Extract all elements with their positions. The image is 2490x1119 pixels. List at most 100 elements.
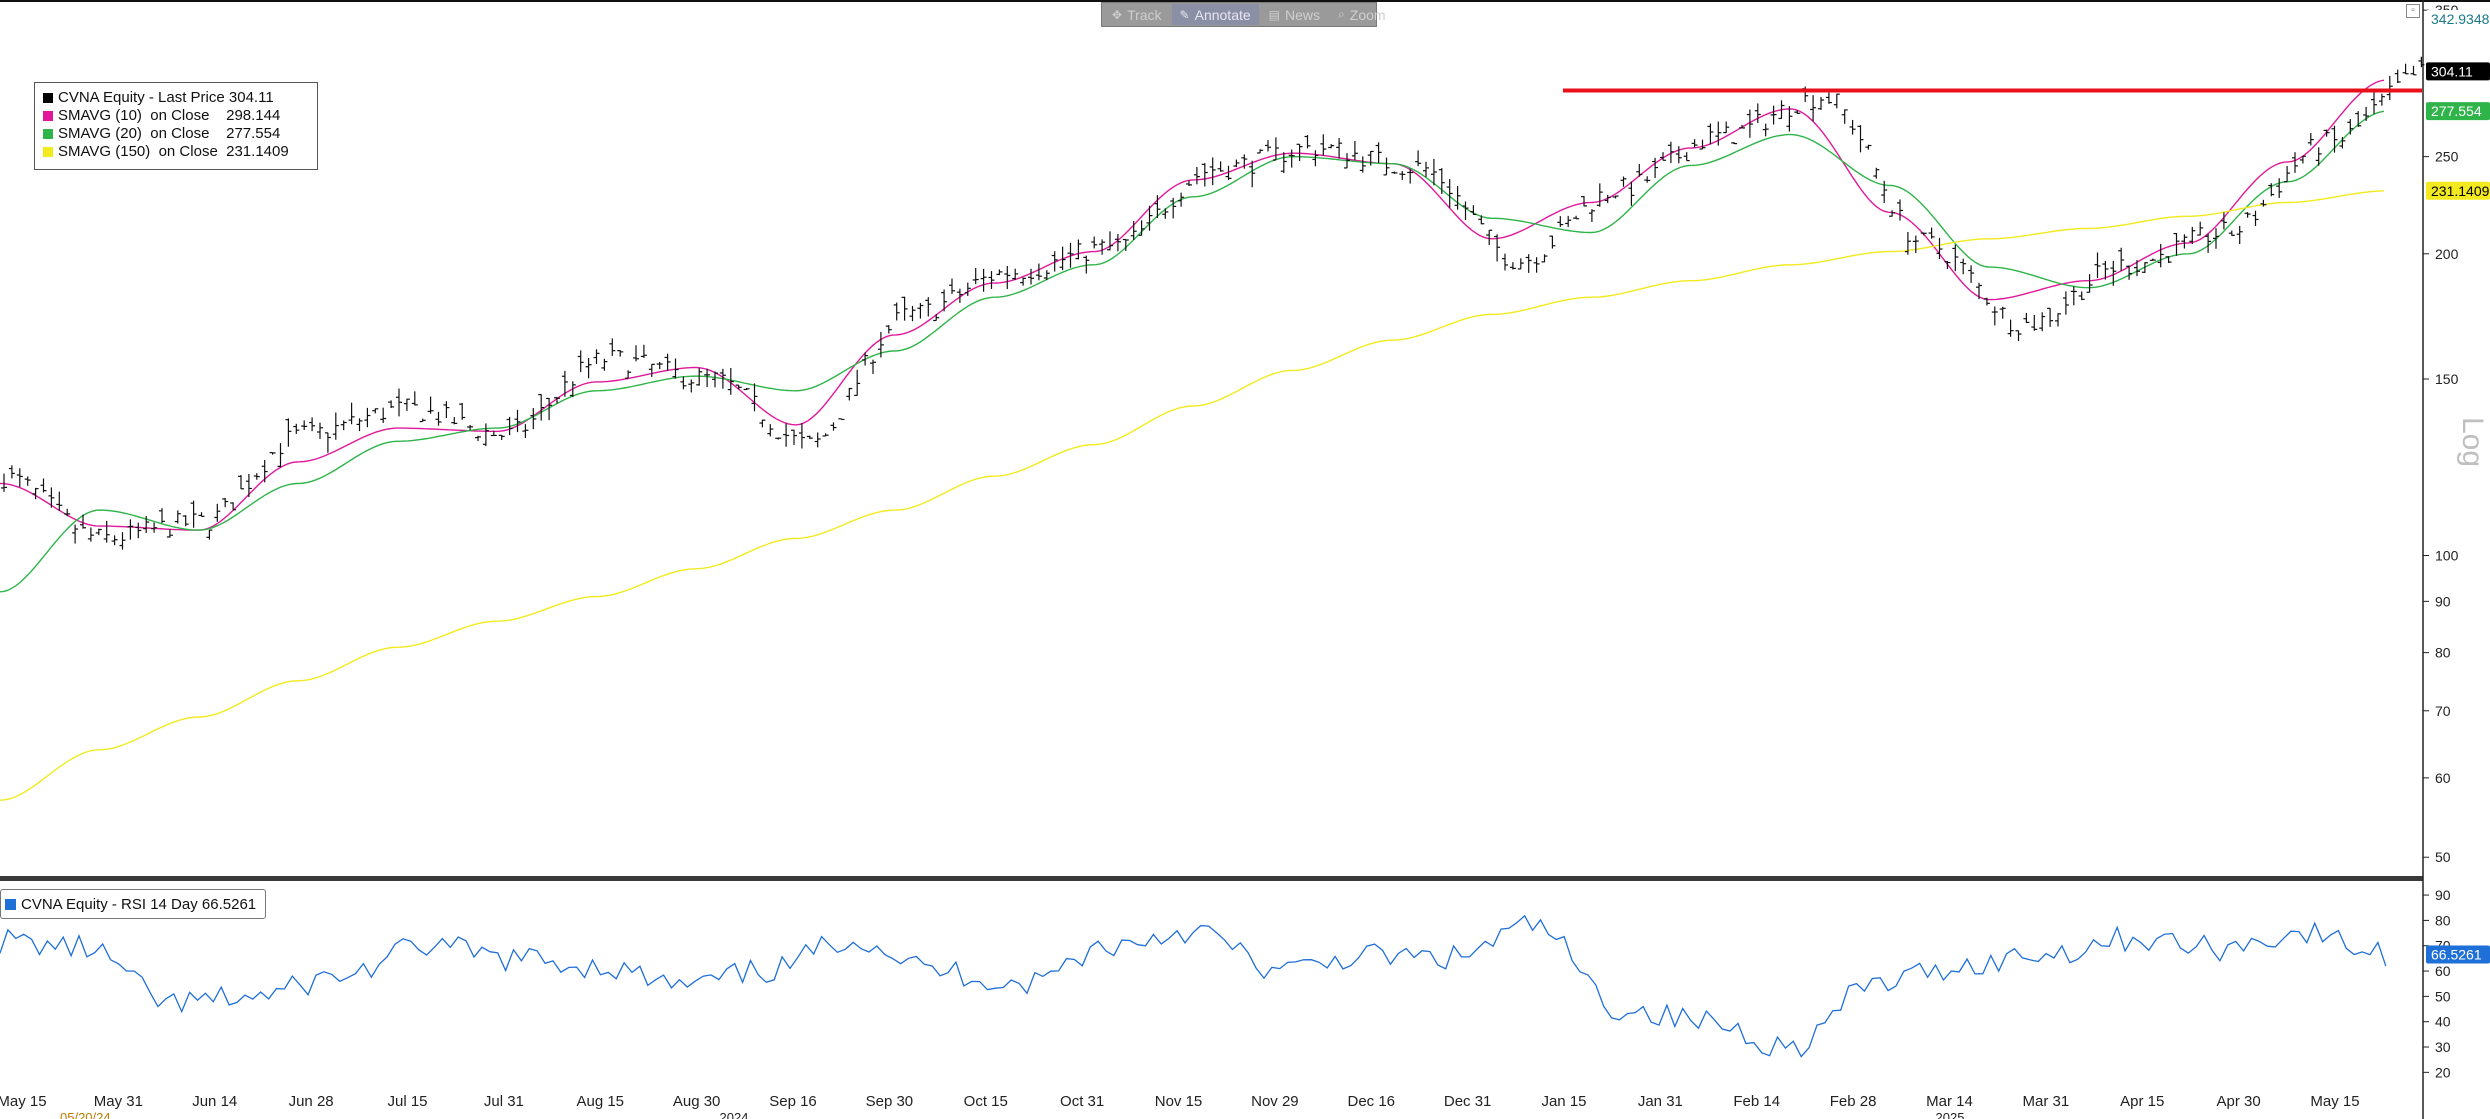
zoom-button[interactable]: ⌕ Zoom: [1330, 4, 1394, 25]
ohlc-bar: [1517, 258, 1524, 270]
ohlc-bar: [475, 435, 481, 442]
ohlc-bar: [2023, 312, 2030, 324]
rsi-legend-text: CVNA Equity - RSI 14 Day 66.5261: [21, 895, 257, 913]
ohlc-bar: [1818, 96, 1824, 110]
rsi-axis-tick-label: 20: [2435, 1064, 2451, 1080]
ohlc-bar: [830, 422, 837, 431]
rsi-line: [0, 914, 2387, 1058]
ohlc-bar: [2418, 56, 2425, 68]
ohlc-bar: [1699, 139, 1706, 150]
ohlc-bar: [411, 391, 418, 406]
ohlc-bar: [854, 369, 861, 397]
ohlc-bar: [1186, 180, 1192, 187]
ohlc-bar: [1028, 268, 1034, 285]
window-corner-icon[interactable]: ▫: [2406, 4, 2420, 18]
ohlc-bar: [1249, 160, 1256, 188]
ohlc-bars: [1, 56, 2433, 550]
ohlc-bar: [277, 443, 284, 468]
ohlc-bar: [2276, 178, 2283, 199]
pencil-icon: ✎: [1179, 7, 1190, 22]
annotate-label: Annotate: [1194, 6, 1251, 23]
ohlc-bar: [1083, 255, 1090, 274]
ohlc-bar: [1873, 167, 1880, 179]
price-value-tag-text: 342.9348: [2431, 11, 2490, 27]
ohlc-bar: [798, 423, 805, 449]
ohlc-bar: [1454, 186, 1461, 210]
ohlc-bar: [2363, 106, 2370, 121]
ohlc-bar: [364, 407, 371, 428]
ohlc-bar: [2197, 221, 2204, 236]
ohlc-bar: [522, 424, 529, 438]
ohlc-bar: [1912, 235, 1919, 254]
ohlc-bar: [806, 435, 813, 440]
price-value-tag: 342.9348: [2426, 10, 2490, 29]
ohlc-bar: [1154, 195, 1161, 218]
ohlc-bar: [111, 535, 118, 546]
ohlc-bar: [996, 269, 1003, 276]
ohlc-bar: [1739, 124, 1745, 129]
track-button[interactable]: ✥ Track: [1104, 4, 1170, 25]
ohlc-bar: [846, 387, 853, 401]
ohlc-bar: [1059, 246, 1066, 271]
ohlc-bar: [48, 487, 55, 508]
ohlc-bar: [1209, 157, 1216, 186]
ohlc-bar: [656, 362, 663, 370]
ohlc-bar: [2015, 330, 2022, 342]
legend-row-sma10: SMAVG (10) on Close 298.144: [43, 107, 317, 125]
ohlc-bar: [2220, 212, 2227, 230]
ohlc-bar: [2062, 291, 2069, 315]
ohlc-bar: [696, 368, 703, 386]
ohlc-bar: [2307, 133, 2314, 146]
price-axis-tick-label: 150: [2435, 371, 2459, 387]
ohlc-bar: [585, 358, 592, 379]
ohlc-bar: [1683, 152, 1690, 162]
ohlc-bar: [403, 398, 410, 411]
ohlc-bar: [261, 459, 268, 483]
rsi-legend-swatch: [5, 898, 16, 910]
ohlc-bar: [2118, 247, 2125, 271]
ohlc-bar: [2007, 319, 2014, 337]
ohlc-bar: [1178, 192, 1185, 207]
x-axis-label: Feb 14: [1733, 1093, 1780, 1110]
ohlc-bar: [2260, 199, 2267, 207]
ohlc-bar: [1130, 221, 1137, 240]
track-label: Track: [1127, 6, 1162, 23]
ohlc-bar: [2292, 152, 2298, 173]
news-button[interactable]: ▤ News: [1261, 4, 1328, 25]
ohlc-bar: [964, 282, 971, 297]
x-axis-label: Aug 30: [673, 1093, 721, 1110]
x-axis-label: Sep 16: [769, 1093, 817, 1110]
price-value-tag: 231.1409: [2426, 181, 2490, 200]
ohlc-bar: [1778, 100, 1785, 120]
ohlc-bar: [735, 384, 742, 390]
ohlc-bar: [1170, 197, 1177, 219]
ohlc-bar: [151, 522, 158, 533]
ohlc-bar: [1620, 176, 1627, 187]
ohlc-bar: [2102, 260, 2109, 280]
ohlc-bar: [2228, 230, 2235, 236]
x-axis-label: Jul 15: [387, 1093, 427, 1110]
legend-row-sma150: SMAVG (150) on Close 231.1409: [43, 143, 317, 161]
ohlc-bar: [1035, 263, 1042, 281]
ohlc-bar: [119, 532, 126, 550]
x-axis-label: Sep 30: [866, 1093, 914, 1110]
x-axis-label: Jan 31: [1638, 1093, 1683, 1110]
ohlc-bar: [2410, 65, 2417, 76]
ohlc-bar: [601, 358, 608, 371]
rsi-axis-tick-label: 30: [2435, 1039, 2451, 1055]
ohlc-bar: [2205, 233, 2212, 253]
ohlc-bar: [324, 432, 331, 453]
ohlc-bar: [1928, 227, 1935, 239]
ohlc-bar: [1849, 119, 1856, 135]
ohlc-bar: [1636, 164, 1643, 177]
ohlc-bar: [1415, 150, 1422, 167]
ohlc-bar: [1233, 159, 1240, 168]
ohlc-bar: [1541, 254, 1548, 263]
ohlc-bar: [1944, 260, 1951, 270]
ohlc-bar: [1494, 234, 1501, 262]
rsi-axis-tick-label: 90: [2435, 887, 2451, 903]
ohlc-bar: [1723, 121, 1730, 134]
annotate-button[interactable]: ✎ Annotate: [1171, 4, 1259, 25]
ohlc-bar: [1794, 110, 1801, 114]
